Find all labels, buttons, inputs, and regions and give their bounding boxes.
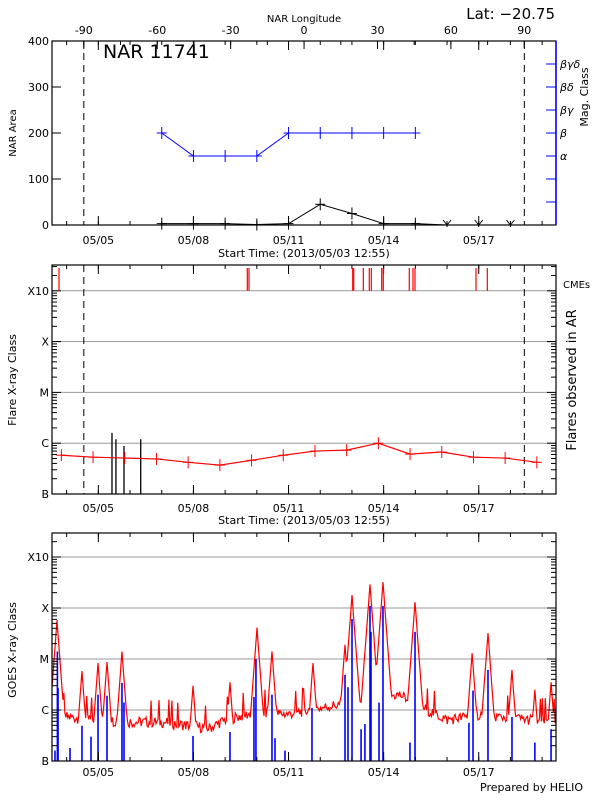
area-no-data-marker (442, 219, 452, 227)
mag-class-tick-label: α (560, 150, 568, 163)
lon-tick-label: 60 (444, 24, 458, 37)
flares-observed-axis-label: Flares observed in AR (565, 309, 580, 450)
area-no-data-marker (474, 219, 484, 227)
area-line-segment (415, 223, 448, 226)
area-tick-label: 0 (42, 219, 49, 232)
area-point (188, 217, 199, 230)
flare-class-point (373, 437, 384, 450)
flare-class-point (246, 454, 257, 467)
x-tick-label: 05/08 (178, 234, 210, 247)
goes-class-tick-label: M (40, 653, 50, 666)
mag-class-point (410, 127, 421, 139)
flare-class-point (436, 446, 447, 459)
goes-axis-label: GOES X-ray Class (6, 602, 19, 698)
area-point (315, 198, 326, 211)
cme-label: CMEs (563, 280, 590, 291)
area-no-data-marker (506, 219, 515, 227)
area-point (283, 217, 294, 230)
flare-class-tick-label: C (41, 437, 49, 450)
x-tick-label: 05/05 (82, 502, 114, 515)
mag-class-tick-label: βγ (559, 104, 574, 117)
goes-long-line (52, 582, 556, 734)
goes-class-tick-label: X10 (27, 551, 49, 564)
flare-class-point (278, 449, 289, 462)
x-tick-label: 05/08 (178, 766, 210, 779)
x-tick-label: 05/11 (273, 502, 305, 515)
flare-class-point (183, 456, 194, 469)
latitude-label: Lat: −20.75 (466, 5, 555, 23)
area-tick-label: 200 (28, 127, 49, 140)
flare-class-point (309, 445, 320, 458)
mag-class-point (156, 127, 167, 139)
lon-tick-label: -60 (148, 24, 166, 37)
panel2-frame (51, 264, 557, 495)
flare-class-point (119, 452, 130, 465)
x-tick-label: 05/14 (368, 766, 400, 779)
lon-tick-label: -90 (75, 24, 93, 37)
flare-class-axis-label: Flare X-ray Class (6, 334, 19, 426)
goes-class-tick-label: B (41, 755, 49, 768)
flare-class-tick-label: M (40, 386, 50, 399)
area-point (251, 218, 262, 231)
area-tick-label: 100 (28, 173, 49, 186)
area-point (156, 217, 167, 230)
area-point (346, 207, 357, 220)
flare-class-point (405, 448, 416, 461)
flare-class-point (151, 452, 162, 465)
lon-tick-label: 0 (301, 24, 308, 37)
x-tick-label: 05/11 (273, 766, 305, 779)
flare-class-point (56, 449, 67, 462)
mag-class-tick-label: βδ (559, 81, 574, 94)
mag-class-point (251, 150, 262, 162)
lon-tick-label: 30 (370, 24, 384, 37)
x-tick-label: 05/14 (368, 234, 400, 247)
mag-class-point (220, 150, 231, 162)
lon-tick-label: 90 (517, 24, 531, 37)
goes-class-tick-label: C (41, 704, 49, 717)
mag-class-point (315, 127, 326, 139)
flare-class-point (341, 444, 352, 457)
flare-class-point (500, 452, 511, 465)
area-axis-label: NAR Area (8, 109, 19, 156)
flare-class-point (88, 451, 99, 464)
x-tick-label: 05/17 (463, 234, 495, 247)
x-tick-label: 05/17 (463, 766, 495, 779)
mag-class-tick-label: βγδ (559, 58, 581, 71)
area-point (378, 217, 389, 230)
flare-class-point (214, 459, 225, 472)
region-title: NAR 11741 (103, 41, 210, 63)
goes-plot-area (52, 582, 556, 761)
mag-class-point (378, 127, 389, 139)
panel3-frame (51, 532, 557, 762)
lon-tick-label: -30 (222, 24, 240, 37)
flare-class-point (531, 456, 542, 469)
area-tick-label: 300 (28, 81, 49, 94)
x-tick-label: 05/08 (178, 502, 210, 515)
mag-class-point (188, 150, 199, 162)
x-tick-label: 05/11 (273, 234, 305, 247)
flare-class-tick-label: X10 (27, 285, 49, 298)
area-tick-label: 400 (28, 35, 49, 48)
lon-axis-label: NAR Longitude (267, 14, 341, 25)
flare-class-line (61, 442, 537, 466)
flare-class-point (468, 451, 479, 464)
x-tick-label: 05/14 (368, 502, 400, 515)
goes-class-tick-label: X (41, 602, 49, 615)
prepared-by-credit: Prepared by HELIO (480, 781, 583, 794)
area-point (220, 217, 231, 230)
mag-class-axis-label: Mag. Class (578, 67, 591, 126)
x-tick-label: 05/17 (463, 502, 495, 515)
flare-class-tick-label: X (41, 336, 49, 349)
x-tick-label: 05/05 (82, 234, 114, 247)
x-axis-label: Start Time: (2013/05/03 12:55) (218, 514, 390, 527)
x-tick-label: 05/05 (82, 766, 114, 779)
x-axis-label: Start Time: (2013/05/03 12:55) (218, 247, 390, 260)
mag-class-tick-label: β (559, 127, 567, 140)
mag-class-point (346, 127, 357, 139)
flare-class-tick-label: B (41, 488, 49, 501)
mag-class-point (283, 127, 294, 139)
